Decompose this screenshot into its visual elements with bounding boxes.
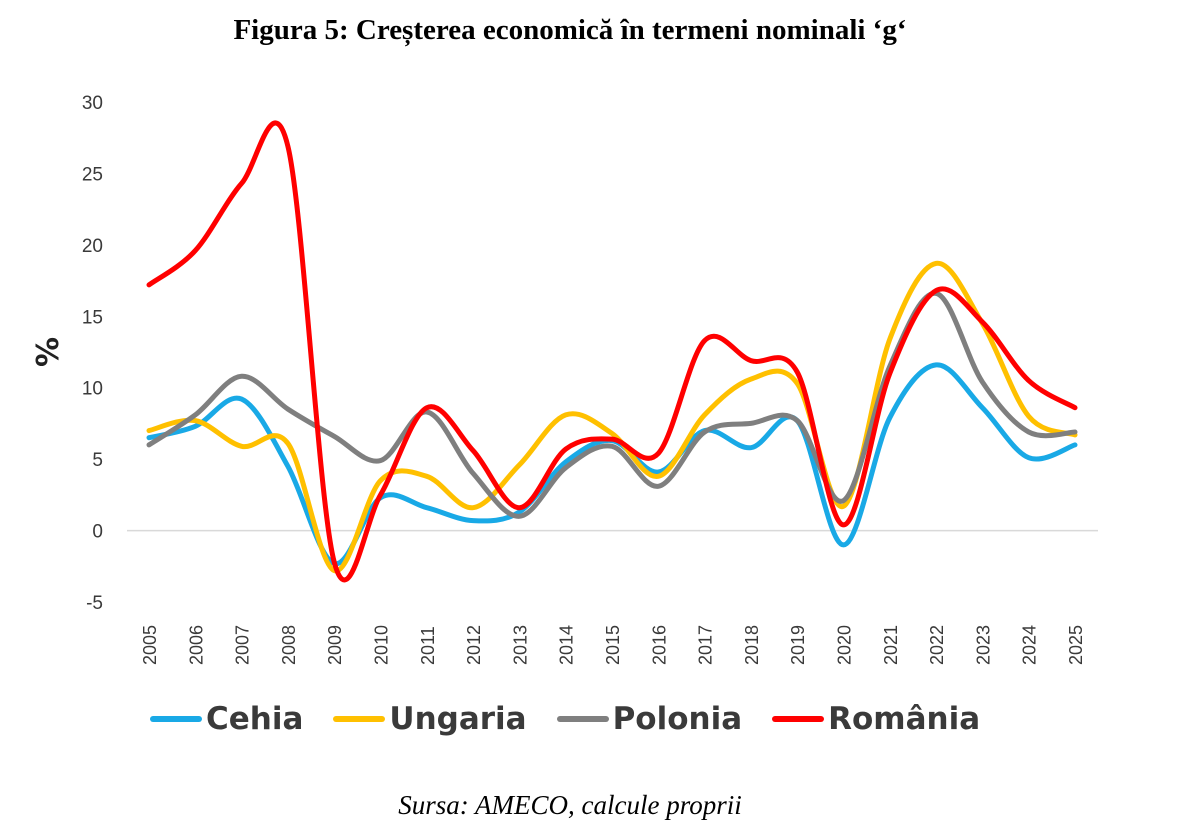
series-line-ungaria bbox=[146, 260, 1078, 574]
x-tick-label: 2019 bbox=[788, 625, 808, 665]
legend: Cehia Ungaria Polonia România bbox=[150, 697, 1050, 741]
legend-swatch-romania bbox=[772, 716, 825, 722]
x-tick-label: 2024 bbox=[1020, 625, 1040, 665]
x-tick-label: 2007 bbox=[233, 625, 253, 665]
series-line-romania bbox=[146, 120, 1078, 583]
series-lines bbox=[146, 120, 1078, 583]
legend-label-ungaria: Ungaria bbox=[389, 701, 527, 737]
y-tick-label: 10 bbox=[82, 379, 103, 400]
x-tick-label: 2025 bbox=[1066, 625, 1086, 665]
series-line-polonia bbox=[146, 290, 1078, 519]
legend-label-cehia: Cehia bbox=[206, 701, 304, 737]
x-tick-label: 2012 bbox=[464, 625, 484, 665]
y-axis: 30 25 20 15 10 5 0 -5 bbox=[82, 93, 103, 614]
x-tick-label: 2021 bbox=[881, 625, 901, 665]
x-tick-label: 2009 bbox=[325, 625, 345, 665]
x-tick-label: 2017 bbox=[696, 625, 716, 665]
x-tick-label: 2016 bbox=[649, 625, 669, 665]
legend-item-cehia: Cehia bbox=[150, 701, 303, 737]
legend-swatch-cehia bbox=[150, 716, 202, 722]
x-tick-label: 2006 bbox=[186, 625, 206, 665]
x-tick-label: 2023 bbox=[973, 625, 993, 665]
legend-item-romania: România bbox=[772, 701, 980, 737]
legend-label-polonia: Polonia bbox=[612, 701, 743, 737]
x-tick-label: 2010 bbox=[372, 625, 392, 665]
legend-item-polonia: Polonia bbox=[556, 701, 743, 737]
x-tick-label: 2005 bbox=[140, 625, 160, 665]
y-tick-label: 25 bbox=[82, 164, 103, 185]
x-tick-label: 2013 bbox=[510, 625, 530, 665]
x-tick-label: 2014 bbox=[557, 625, 577, 665]
x-tick-label: 2020 bbox=[835, 625, 855, 665]
y-axis-label: % bbox=[31, 337, 66, 367]
y-tick-label: 15 bbox=[82, 307, 103, 328]
series-line-cehia bbox=[146, 362, 1078, 566]
legend-swatch-polonia bbox=[556, 716, 609, 722]
x-tick-label: 2011 bbox=[418, 626, 438, 665]
x-tick-label: 2018 bbox=[742, 625, 762, 665]
y-tick-label: 30 bbox=[82, 93, 103, 114]
y-tick-label: -5 bbox=[86, 593, 103, 614]
legend-label-romania: România bbox=[828, 701, 981, 737]
y-tick-label: 5 bbox=[92, 450, 103, 471]
y-tick-label: 20 bbox=[82, 236, 103, 257]
x-axis: 2005 2006 2007 2008 2009 2010 2011 2012 2013 2014… bbox=[140, 625, 1086, 665]
figure-title: Figura 5: Creșterea economică în termeni… bbox=[233, 14, 907, 46]
x-tick-label: 2022 bbox=[927, 625, 947, 665]
legend-swatch-ungaria bbox=[333, 716, 386, 722]
source-note: Sursa: AMECO, calcule proprii bbox=[398, 790, 742, 820]
y-tick-label: 0 bbox=[92, 522, 103, 543]
x-tick-label: 2015 bbox=[603, 625, 623, 665]
legend-item-ungaria: Ungaria bbox=[333, 701, 527, 737]
x-tick-label: 2008 bbox=[279, 625, 299, 665]
